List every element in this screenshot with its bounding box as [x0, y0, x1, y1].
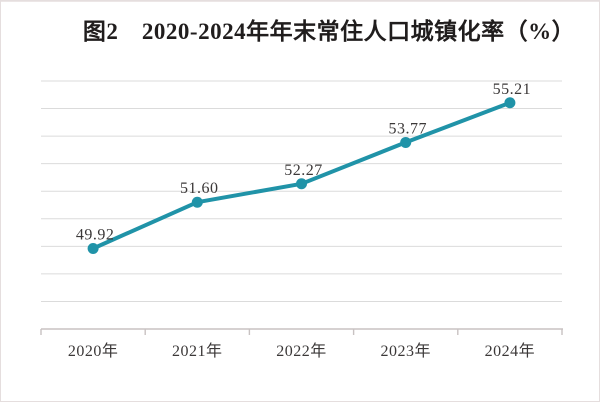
x-axis-label: 2024年	[485, 342, 536, 360]
data-point	[296, 178, 307, 190]
data-point	[191, 196, 203, 208]
data-point	[400, 136, 412, 148]
data-point-label: 51.60	[180, 180, 219, 197]
data-point	[504, 97, 516, 109]
x-axis-label: 2022年	[276, 342, 327, 360]
data-point-label: 52.27	[284, 162, 323, 179]
data-point-label: 49.92	[76, 227, 115, 244]
x-axis-label: 2020年	[68, 342, 119, 360]
data-point	[87, 243, 99, 255]
chart-title: 图2 2020-2024年年末常住人口城镇化率（%）	[82, 19, 576, 44]
data-point-label: 53.77	[388, 120, 427, 137]
data-point-label: 55.21	[493, 81, 532, 98]
x-axis-label: 2023年	[380, 342, 431, 360]
x-axis-label: 2021年	[172, 342, 223, 360]
